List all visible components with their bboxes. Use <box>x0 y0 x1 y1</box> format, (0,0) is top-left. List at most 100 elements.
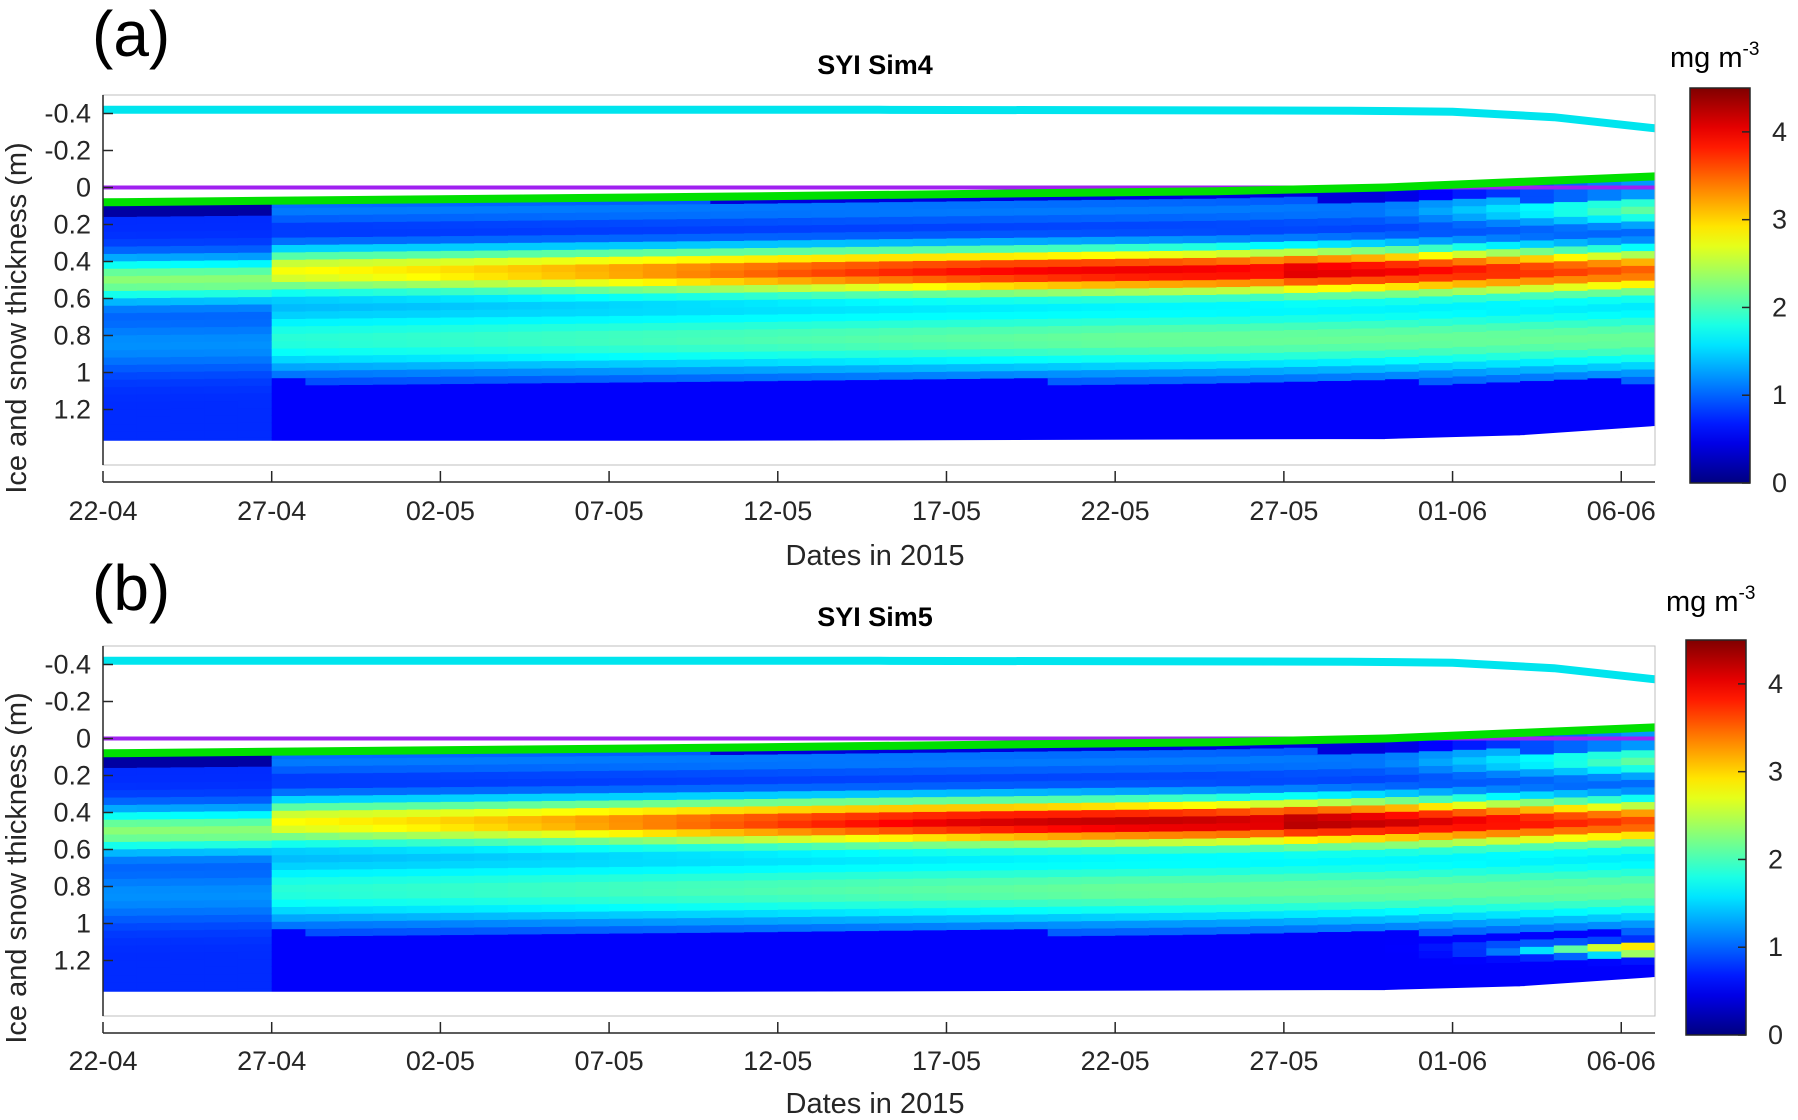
heatmap-cell <box>642 219 678 228</box>
heatmap-cell <box>372 898 408 907</box>
heatmap-cell <box>1418 348 1454 357</box>
heatmap-cell <box>204 959 239 968</box>
heatmap-cell <box>474 250 509 259</box>
heatmap-cell <box>406 325 441 334</box>
heatmap-cell <box>237 907 273 916</box>
heatmap-cell <box>1621 868 1655 877</box>
y-tick-label: 0.2 <box>53 210 91 240</box>
heatmap-cell <box>946 401 981 410</box>
heatmap-cell <box>912 841 948 850</box>
heatmap-cell <box>339 421 374 430</box>
heatmap-cell <box>575 249 610 258</box>
heatmap-cell <box>1182 979 1217 988</box>
heatmap-cell <box>1317 954 1352 963</box>
heatmap-cell <box>1013 422 1049 431</box>
heatmap-cell <box>1486 404 1521 413</box>
heatmap-cell <box>103 224 138 233</box>
heatmap-cell <box>777 954 813 963</box>
heatmap-cell <box>1081 965 1116 974</box>
heatmap-cell <box>339 347 374 356</box>
heatmap-cell <box>676 322 711 331</box>
heatmap-cell <box>1418 192 1454 201</box>
heatmap-cell <box>507 235 543 244</box>
heatmap-cell <box>541 420 576 429</box>
heatmap-cell <box>103 797 138 806</box>
heatmap-cell <box>305 988 340 995</box>
heatmap-cell <box>676 381 711 390</box>
heatmap-cell <box>1520 336 1555 345</box>
heatmap-cell <box>676 433 711 442</box>
heatmap-cell <box>609 755 644 764</box>
heatmap-cell <box>103 856 138 865</box>
heatmap-cell <box>1250 204 1285 213</box>
heatmap-cell <box>642 829 678 838</box>
y-tick-label: 1 <box>76 909 91 939</box>
heatmap-cell <box>1081 288 1116 297</box>
heatmap-cell <box>305 914 340 923</box>
heatmap-cell <box>1520 240 1555 249</box>
heatmap-cell <box>575 874 610 883</box>
heatmap-cell <box>406 413 441 422</box>
heatmap-cell <box>1182 919 1217 928</box>
heatmap-cell <box>946 297 981 306</box>
heatmap-cell <box>474 405 509 414</box>
heatmap-cell <box>980 349 1015 358</box>
heatmap-cell <box>744 307 779 316</box>
heatmap-cell <box>1351 239 1386 248</box>
chart-title-a: SYI Sim4 <box>817 50 933 80</box>
heatmap-cell <box>541 882 576 891</box>
heatmap-cell <box>1351 938 1386 947</box>
heatmap-cell <box>1283 263 1319 272</box>
heatmap-cell <box>1587 773 1622 782</box>
heatmap-cell <box>406 794 441 803</box>
heatmap-cell <box>474 228 509 237</box>
heatmap-cell <box>1587 759 1622 768</box>
x-tick-label: 01-06 <box>1418 496 1487 526</box>
heatmap-cell <box>1621 802 1655 811</box>
heatmap-cell <box>271 803 307 812</box>
heatmap-cell <box>1587 178 1622 187</box>
heatmap-cell <box>1520 761 1555 770</box>
heatmap-cell <box>980 811 1015 820</box>
heatmap-cell <box>946 245 981 254</box>
heatmap-cell <box>946 789 981 798</box>
heatmap-cell <box>305 400 340 409</box>
heatmap-cell <box>1216 301 1251 310</box>
heatmap-cell <box>474 919 509 928</box>
heatmap-cell <box>744 865 779 874</box>
heatmap-cell <box>1182 391 1217 400</box>
heatmap-cell <box>1047 318 1083 327</box>
heatmap-cell <box>744 961 779 970</box>
heatmap-cell <box>1587 907 1622 916</box>
heatmap-cell <box>204 364 239 373</box>
heatmap-cell <box>1317 983 1352 992</box>
heatmap-cell <box>136 372 172 381</box>
heatmap-cell <box>777 410 813 419</box>
heatmap-cell <box>744 902 779 911</box>
interface-line <box>103 656 1655 684</box>
heatmap-cell <box>744 395 779 404</box>
heatmap-cell <box>1283 359 1319 368</box>
heatmap-cell <box>541 867 576 876</box>
heatmap-cell <box>1148 779 1184 788</box>
heatmap-cell <box>1486 212 1521 221</box>
heatmap-cell <box>676 955 711 964</box>
heatmap-cell <box>1013 222 1049 231</box>
heatmap-cell <box>271 796 307 805</box>
heatmap-cell <box>237 981 273 990</box>
heatmap-cell <box>339 958 374 967</box>
heatmap-cell <box>1182 897 1217 906</box>
heatmap-cell <box>305 385 340 394</box>
heatmap-cell <box>879 864 914 873</box>
heatmap-cell <box>237 959 273 968</box>
heatmap-cell <box>1351 983 1386 992</box>
heatmap-cell <box>811 276 846 285</box>
heatmap-cell <box>507 956 543 965</box>
heatmap-cell <box>1385 394 1420 403</box>
heatmap-cell <box>1587 200 1622 209</box>
heatmap-cell <box>170 833 205 842</box>
heatmap-cell <box>1587 385 1622 394</box>
heatmap-cell <box>845 871 880 880</box>
heatmap-cell <box>474 376 509 385</box>
heatmap-cell <box>676 770 711 779</box>
